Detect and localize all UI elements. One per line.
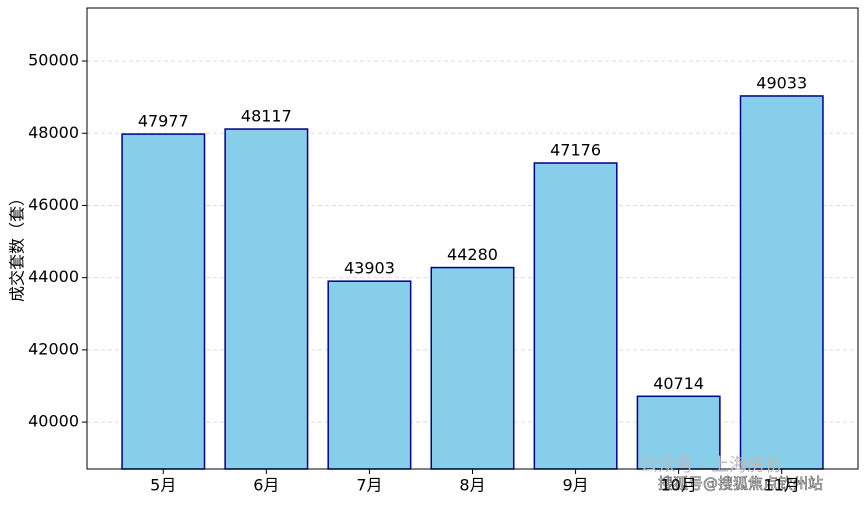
y-tick-label: 42000	[28, 339, 79, 358]
x-tick-label: 11月	[764, 476, 800, 495]
y-tick-label: 50000	[28, 51, 79, 70]
y-tick-label: 46000	[28, 195, 79, 214]
bar	[739, 95, 824, 470]
bar	[327, 280, 412, 470]
x-tick-label: 8月	[459, 476, 485, 495]
x-tick-label: 7月	[356, 476, 382, 495]
y-tick-label: 48000	[28, 123, 79, 142]
bar	[430, 266, 515, 470]
bar	[224, 128, 309, 470]
bar	[636, 395, 721, 470]
data-label: 48117	[241, 107, 292, 126]
y-axis-label: 成交套数（套）	[8, 190, 27, 302]
watermark: 搜狐号@搜狐焦点钦州站	[658, 475, 823, 493]
x-tick-label: 10月	[660, 476, 696, 495]
bar	[533, 162, 618, 470]
data-label: 49033	[756, 73, 807, 92]
data-label: 40714	[653, 374, 704, 393]
data-label: 44280	[447, 245, 498, 264]
data-label: 43903	[344, 259, 395, 278]
x-tick-label: 6月	[253, 476, 279, 495]
data-label: 47977	[138, 112, 189, 131]
data-label: 47176	[550, 141, 601, 160]
bar	[121, 133, 206, 470]
y-tick-label: 44000	[28, 267, 79, 286]
x-tick-label: 9月	[562, 476, 588, 495]
x-tick-label: 5月	[150, 476, 176, 495]
y-tick-label: 40000	[28, 412, 79, 431]
watermark: 公众号 · 上海房协	[640, 455, 783, 476]
